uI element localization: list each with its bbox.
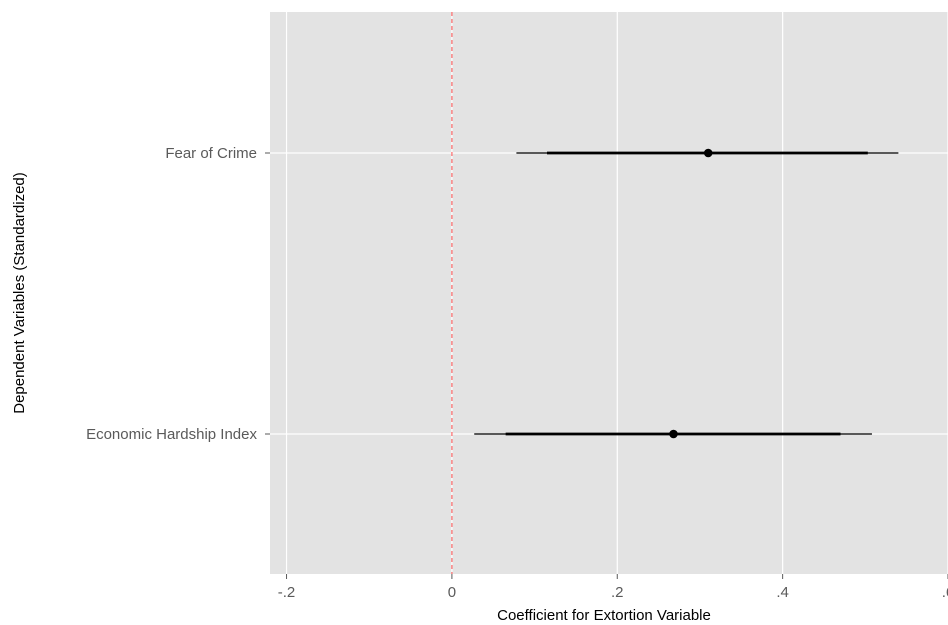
- x-axis-title: Coefficient for Extortion Variable: [497, 607, 711, 624]
- point-estimate: [669, 429, 678, 439]
- point-estimate: [703, 148, 713, 158]
- y-axis-ticks: Fear of Crime Economic Hardship Index: [86, 145, 270, 443]
- plot-panel: [270, 12, 948, 574]
- x-tick-label: -.2: [278, 584, 296, 601]
- y-tick-label: Economic Hardship Index: [86, 426, 257, 443]
- x-tick-label: 0: [448, 584, 456, 601]
- y-tick-label: Fear of Crime: [165, 145, 257, 162]
- y-axis-title: Dependent Variables (Standardized): [11, 172, 28, 414]
- x-tick-label: .2: [611, 584, 624, 601]
- x-tick-label: .4: [776, 584, 789, 601]
- x-axis-ticks: -.2 0 .2 .4 .6: [278, 574, 948, 601]
- x-tick-label: .6: [942, 584, 948, 601]
- estimate-marks: [474, 148, 899, 439]
